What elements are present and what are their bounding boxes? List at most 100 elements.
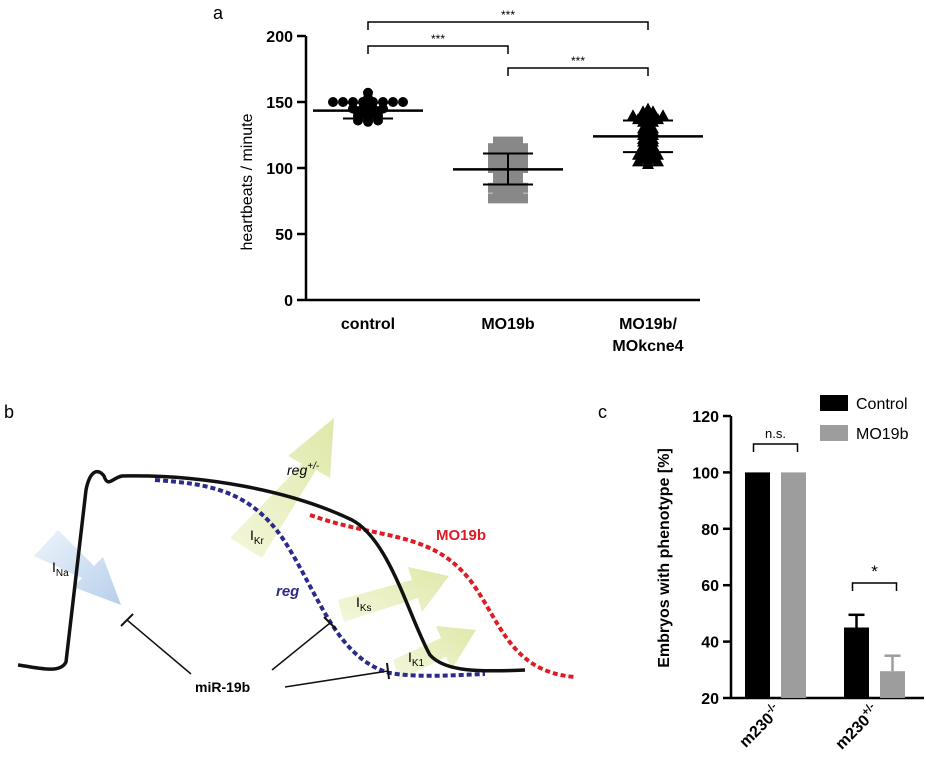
panel-c-bars (745, 472, 905, 698)
a-point-mo19b (513, 136, 523, 147)
a-point-mo19b (488, 163, 498, 173)
i-kr-label: IKr (250, 527, 265, 547)
i-kr-arrow (230, 418, 334, 558)
panel-c-significance: n.s. * (752, 426, 898, 591)
a-point-mo19b (493, 176, 503, 187)
c-bar-mo19b (880, 671, 905, 698)
a-point-mo19b (498, 149, 508, 160)
panel-a-y-axis-label: heartbeats / minute (239, 113, 256, 250)
inhibit-bar-k1 (386, 662, 390, 680)
c-y-tick-label: 60 (701, 578, 719, 595)
c-legend-swatch-control (820, 395, 848, 411)
c-y-tick-label: 100 (692, 465, 719, 482)
a-point-control (328, 97, 338, 107)
a-y-tick-label: 0 (284, 293, 293, 310)
c-y-tick-label: 40 (701, 635, 719, 652)
i-ks-label: IKs (356, 594, 372, 614)
c-y-tick-label: 80 (701, 522, 719, 539)
c-legend-swatch-mo19b (820, 425, 848, 441)
i-k1-arrow (393, 626, 476, 680)
i-na-label: INa (52, 559, 69, 579)
a-point-mo19b (518, 156, 528, 167)
panel-a-y-ticks: 0 50 100 150 200 (266, 29, 306, 310)
a-point-mo19b (488, 149, 498, 160)
c-bar-mo19b (781, 472, 806, 698)
a-significance-bracket (507, 67, 649, 76)
a-point-mo19b (488, 182, 498, 193)
a-point-mo19b (498, 143, 508, 154)
c-x-tick-label: m230+/- (830, 700, 883, 753)
panel-c-y-ticks: 20 40 60 80 100 120 (692, 409, 731, 708)
inhibit-bar-ks (323, 616, 337, 630)
a-point-mo19b (518, 143, 528, 154)
a-point-mo19b (518, 163, 528, 173)
a-point-control (398, 97, 408, 107)
a-significance-bracket (367, 21, 649, 30)
a-significance-label: *** (571, 54, 585, 68)
a-point-mo19b (508, 156, 518, 167)
inhibit-line-ks (271, 622, 331, 671)
a-point-mo19b (498, 163, 508, 173)
panel-a-points (328, 87, 669, 204)
c-bar-control (745, 472, 770, 698)
a-point-mo19b-mokcne4 (642, 102, 654, 114)
a-x-tick-label: MO19b (481, 316, 535, 333)
a-y-tick-label: 150 (266, 95, 293, 112)
panel-c-letter: c (598, 402, 607, 422)
a-point-mo19b (513, 169, 523, 180)
panel-c-error-bars (848, 613, 901, 672)
a-point-mo19b (503, 136, 513, 147)
a-point-mo19b (508, 163, 518, 173)
a-point-mo19b-mokcne4 (627, 109, 639, 121)
panel-c-legend: Control MO19b (820, 395, 909, 443)
a-significance-label: *** (431, 32, 445, 46)
a-x-tick-label: control (341, 316, 395, 333)
a-point-mo19b-mokcne4 (657, 109, 669, 121)
a-y-tick-label: 100 (266, 161, 293, 178)
c-bar-control (844, 627, 869, 698)
a-point-mo19b (493, 136, 503, 147)
c-legend-label-mo19b: MO19b (856, 426, 909, 443)
c-legend-label-control: Control (856, 396, 908, 413)
a-y-tick-label: 200 (266, 29, 293, 46)
panel-c-x-labels: m230-/- m230+/- (734, 700, 883, 753)
a-significance-label: *** (501, 8, 515, 22)
a-x-tick-label: MOkcne4 (612, 338, 683, 355)
panel-c-y-axis-label: Embryos with phenotype [%] (656, 448, 673, 668)
panel-a-letter: a (213, 3, 224, 23)
c-x-tick-label: m230-/- (734, 700, 785, 751)
c-significance-label: * (871, 562, 878, 581)
inhibit-line-na (126, 619, 192, 675)
a-point-control (363, 87, 373, 98)
mo19b-trace-label: MO19b (436, 527, 486, 544)
c-significance-bracket (752, 443, 799, 452)
inhibit-line-k1 (284, 670, 389, 688)
i-ks-arrow (338, 567, 449, 622)
a-significance-bracket (367, 45, 509, 54)
mir19b-label: miR-19b (195, 679, 250, 695)
a-point-mo19b (518, 149, 528, 160)
a-point-mo19b (488, 143, 498, 154)
reg-heterozygous-label: reg+/- (287, 461, 320, 478)
panel-a-significance: *** *** *** (367, 8, 649, 76)
c-y-tick-label: 120 (692, 409, 719, 426)
panel-b-diagram: b INa IKr IKs IK1 MO19b reg reg+/- miR-1… (4, 402, 576, 695)
panel-a: a 0 50 100 150 200 heartbeats / minute contr… (213, 3, 703, 355)
a-point-mo19b (498, 156, 508, 167)
reg-trace-label: reg (276, 583, 299, 600)
a-point-mo19b (493, 169, 503, 180)
a-point-mo19b (513, 189, 523, 200)
a-x-tick-label: MO19b/ (619, 316, 677, 333)
i-k1-label: IK1 (408, 649, 425, 669)
a-point-mo19b (513, 176, 523, 187)
action-potential-trace (17, 469, 526, 673)
a-point-mo19b (493, 189, 503, 200)
panel-c: c 20 40 60 80 100 120 Embryos with phenotype … (598, 395, 924, 753)
a-point-mo19b (518, 182, 528, 193)
a-point-mo19b (508, 149, 518, 160)
c-y-tick-label: 20 (701, 691, 719, 708)
a-point-mo19b (508, 143, 518, 154)
c-significance-label: n.s. (765, 426, 786, 441)
c-significance-bracket (851, 582, 898, 591)
